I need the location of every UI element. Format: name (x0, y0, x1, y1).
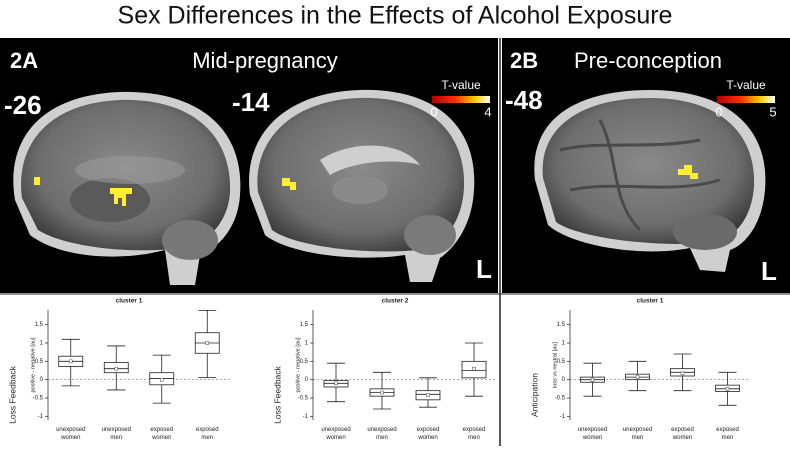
x-tick-label: unexposed women (578, 427, 607, 441)
x-tick-label-line: unexposed (578, 427, 607, 433)
y-tick-label: 0.5 (300, 359, 309, 365)
x-tick-label: exposed women (150, 427, 173, 441)
brain-slice (13, 91, 241, 285)
x-tick-label: exposed men (716, 427, 739, 441)
y-tick-label: 1 (40, 341, 44, 347)
slice-label: -14 (232, 87, 270, 117)
chart-title: cluster 1 (637, 298, 664, 305)
y-tick-label: -1 (38, 414, 44, 420)
x-tick-label-line: women (325, 435, 345, 441)
x-tick-label: unexposed women (56, 427, 85, 441)
x-tick-label-line: unexposed (321, 427, 350, 433)
mean (205, 341, 209, 345)
side-label: L (761, 256, 777, 286)
y-tick-label: -0.5 (298, 396, 309, 402)
mean (69, 359, 73, 364)
y-tick-label: -0.5 (33, 396, 44, 402)
y-axis-label: Loss Feedback (272, 365, 282, 423)
x-tick-label-line: women (60, 435, 80, 441)
colorbar (717, 96, 775, 103)
x-tick-label: unexposed men (623, 427, 652, 441)
x-tick-label: unexposed men (367, 427, 396, 441)
y-tick-label: -1 (560, 414, 566, 420)
x-tick-label-line: exposed (150, 427, 173, 433)
chart-title: cluster 1 (116, 298, 143, 305)
x-tick-label-line: exposed (417, 427, 440, 433)
chart-title: cluster 2 (382, 298, 409, 305)
x-tick-label: exposed women (671, 427, 694, 441)
mean (590, 377, 595, 382)
x-tick-label: exposed men (196, 427, 219, 441)
brain-slice (249, 89, 475, 282)
x-tick-label-line: women (151, 435, 171, 441)
x-tick-label-line: women (417, 435, 437, 441)
colorbar-max: 5 (769, 104, 776, 119)
colorbar (432, 96, 490, 103)
x-tick-label-line: men (110, 435, 122, 441)
colorbar-label: T-value (726, 78, 766, 92)
x-tick-label-line: unexposed (102, 427, 131, 433)
y-tick-label: 0 (40, 377, 44, 383)
colorbar-max: 4 (484, 104, 491, 119)
y-tick-label: 1 (305, 341, 309, 347)
y-tick-label: 0.5 (35, 359, 44, 365)
mean (635, 375, 640, 379)
x-tick-label-line: unexposed (623, 427, 652, 433)
x-tick-label-line: men (201, 435, 213, 441)
mean (680, 371, 685, 376)
mean (114, 366, 118, 371)
x-tick-label-line: men (376, 435, 388, 441)
figure-title: Sex Differences in the Effects of Alcoho… (118, 2, 673, 30)
colorbar-min: 0 (715, 104, 722, 119)
y-tick-label: 1.5 (300, 322, 309, 328)
y-axis-sublabel: positive - negative [au] (295, 337, 301, 393)
x-tick-label-line: men (632, 435, 644, 441)
x-tick-label-line: unexposed (367, 427, 396, 433)
x-tick-label-line: exposed (671, 427, 694, 433)
x-tick-label-line: unexposed (56, 427, 85, 433)
slice-label: -48 (505, 85, 543, 115)
mean (334, 381, 338, 386)
y-tick-label: 1 (562, 341, 566, 347)
y-tick-label: 1.5 (557, 322, 566, 328)
y-axis-label: Anticipation (529, 373, 539, 417)
y-axis-label: Loss Feedback (7, 365, 17, 423)
side-label: L (476, 254, 492, 284)
mean (380, 390, 384, 395)
y-tick-label: -1 (303, 414, 309, 420)
x-tick-label-line: women (582, 435, 602, 441)
x-tick-label: exposed men (463, 427, 486, 441)
y-tick-label: 0 (562, 377, 566, 383)
y-tick-label: 0 (305, 377, 309, 383)
y-tick-label: 0.5 (557, 359, 566, 365)
y-tick-label: 1.5 (35, 322, 44, 328)
y-axis-sublabel: loss vs neutral [au] (552, 342, 558, 388)
panel-subtitle: Pre-conception (574, 48, 722, 73)
panel-subtitle: Mid-pregnancy (192, 48, 338, 73)
x-tick-label-line: exposed (463, 427, 486, 433)
x-tick-label-line: women (672, 435, 692, 441)
y-axis-sublabel: positive - negative [au] (30, 337, 36, 393)
mean (725, 387, 730, 391)
brain-slice (534, 90, 766, 272)
colorbar-min: 0 (430, 104, 437, 119)
x-tick-label-line: men (468, 435, 480, 441)
x-tick-label-line: exposed (196, 427, 219, 433)
mean (426, 393, 430, 397)
mean (160, 377, 164, 382)
x-tick-label-line: men (722, 435, 734, 441)
colorbar-label: T-value (441, 78, 481, 92)
x-tick-label-line: exposed (716, 427, 739, 433)
x-tick-label: unexposed men (102, 427, 131, 441)
y-tick-label: -0.5 (555, 396, 566, 402)
x-tick-label: unexposed women (321, 427, 350, 441)
panel-label: 2A (10, 48, 38, 73)
mean (472, 366, 476, 371)
panel-label: 2B (510, 48, 538, 73)
slice-label: -26 (4, 90, 42, 120)
x-tick-label: exposed women (417, 427, 440, 441)
